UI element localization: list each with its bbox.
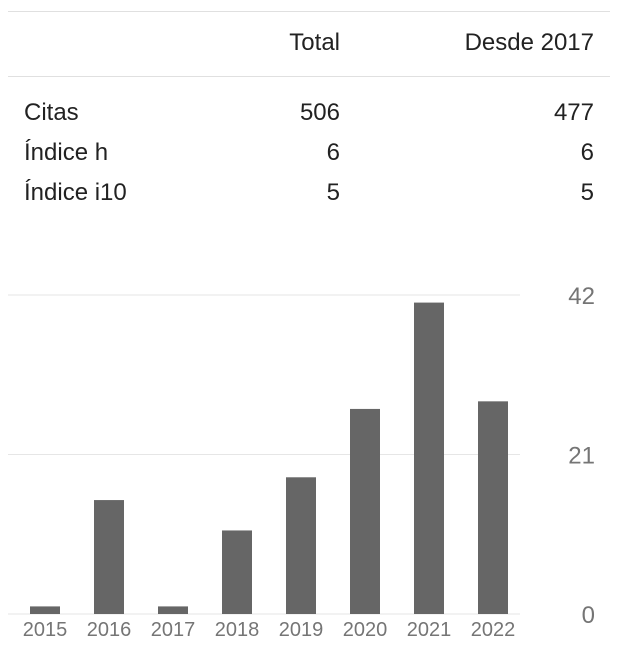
row-total-value: 5 [326, 179, 340, 206]
x-tick-label-2015[interactable]: 2015 [23, 619, 68, 641]
bar-2020[interactable] [350, 408, 380, 614]
y-tick-label: 0 [582, 602, 595, 629]
bar-2022[interactable] [478, 401, 508, 614]
x-tick-label-2018[interactable]: 2018 [215, 619, 260, 641]
row-since-value: 5 [580, 179, 594, 206]
row-total-value: 6 [326, 139, 340, 166]
column-header-total: Total [289, 29, 340, 56]
x-tick-label-2017[interactable]: 2017 [151, 619, 196, 641]
x-tick-label-2019[interactable]: 2019 [279, 619, 324, 641]
y-tick-label: 21 [568, 443, 595, 470]
x-tick-label-2022[interactable]: 2022 [471, 619, 516, 641]
column-header-since: Desde 2017 [464, 29, 594, 56]
bar-2017[interactable] [158, 606, 188, 614]
bar-2019[interactable] [286, 477, 316, 614]
row-total-value: 506 [299, 99, 340, 126]
row-label: Índice h [24, 139, 109, 166]
x-tick-label-2021[interactable]: 2021 [407, 619, 452, 641]
bar-2021[interactable] [414, 302, 444, 614]
x-tick-label-2020[interactable]: 2020 [343, 619, 388, 641]
citations-bar-chart: 0 21 42 2015 2016 2017 2018 2019 2020 2021 2022 [8, 283, 595, 641]
row-label: Índice i10 [24, 179, 127, 206]
bar-2018[interactable] [222, 530, 252, 614]
header-divider [8, 76, 610, 77]
row-label: Citas [24, 99, 79, 126]
top-divider [8, 11, 610, 12]
bar-2016[interactable] [94, 500, 124, 614]
row-since-value: 477 [553, 99, 594, 126]
bar-2015[interactable] [30, 606, 60, 614]
row-since-value: 6 [580, 139, 594, 166]
y-tick-label: 42 [568, 283, 595, 310]
x-tick-label-2016[interactable]: 2016 [87, 619, 132, 641]
